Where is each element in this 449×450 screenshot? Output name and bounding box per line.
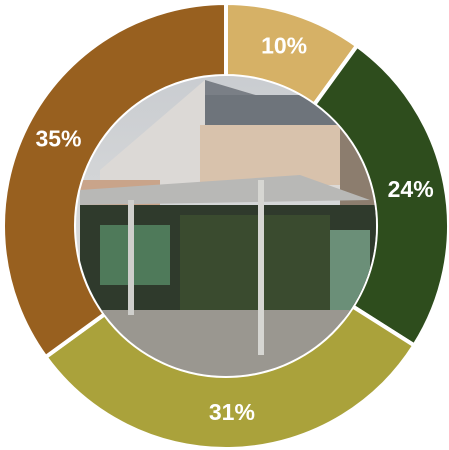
data-label: 31% xyxy=(209,399,255,425)
center-photo xyxy=(76,76,376,376)
data-label: 10% xyxy=(261,32,307,58)
data-label: 24% xyxy=(388,176,434,202)
data-label: 35% xyxy=(35,126,81,152)
